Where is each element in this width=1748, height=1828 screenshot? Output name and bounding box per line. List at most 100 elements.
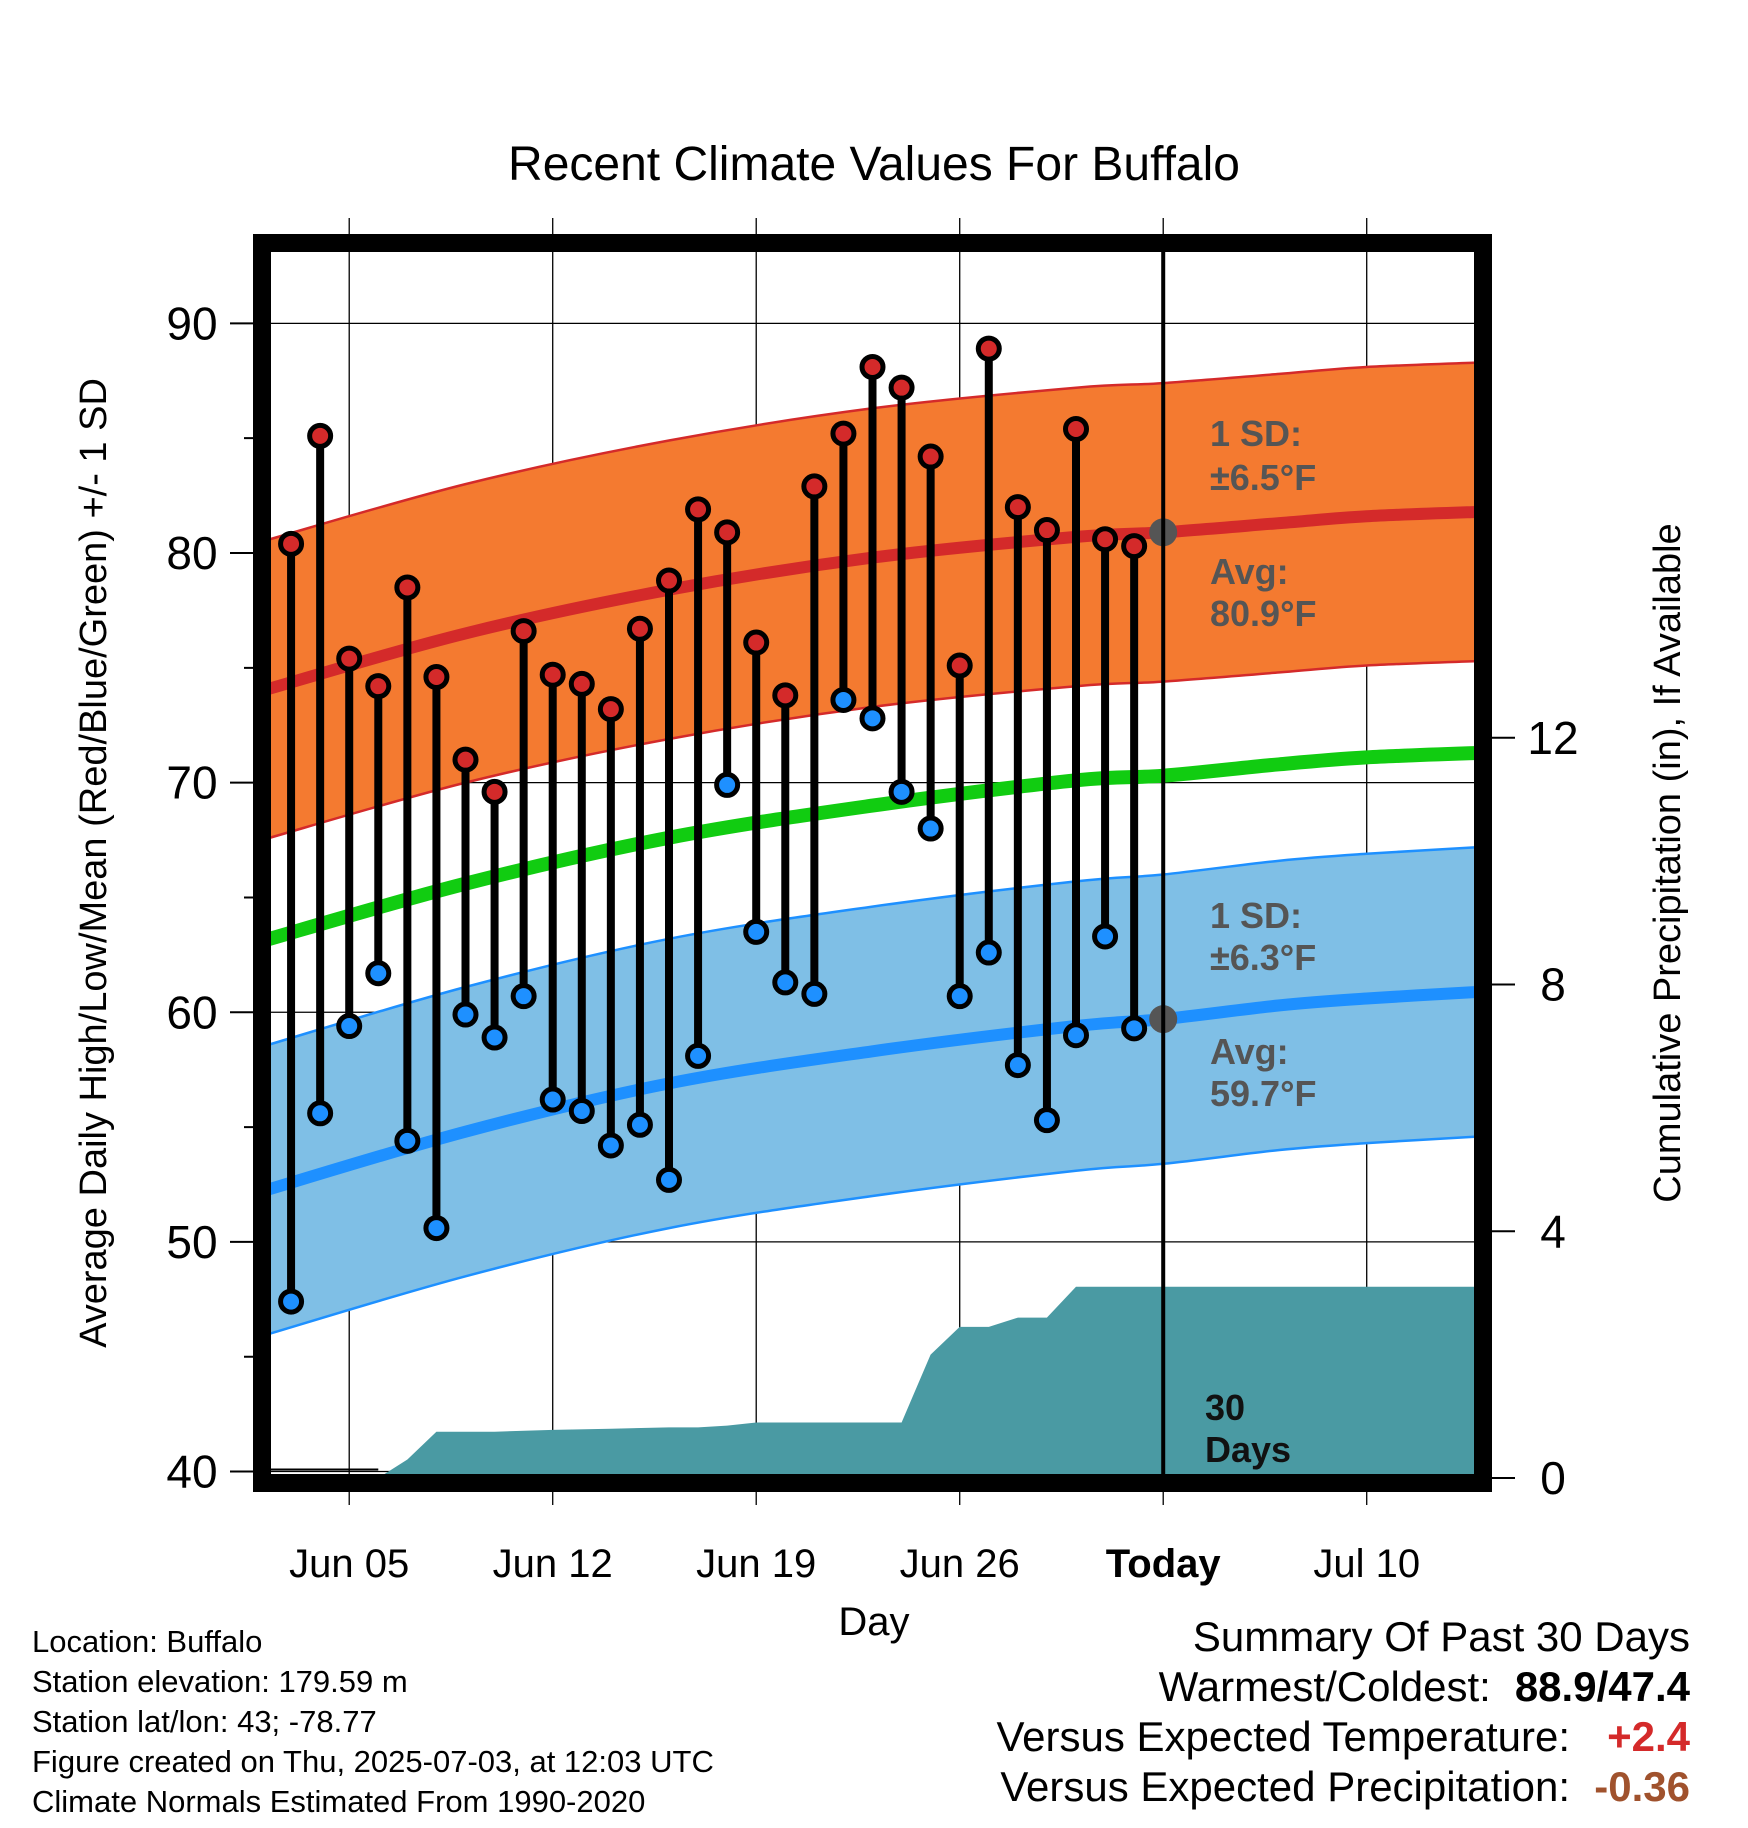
daily-low-point: [772, 969, 799, 996]
daily-low-point: [452, 1001, 479, 1028]
low-sd-band: [262, 846, 1483, 1336]
y-tick-label: 50: [166, 1216, 217, 1268]
precip-departure-label: Versus Expected Precipitation:: [1000, 1763, 1570, 1810]
daily-low-point: [539, 1086, 566, 1113]
daily-low-point: [859, 705, 886, 732]
daily-low-point: [1092, 923, 1119, 950]
temp-departure-value: +2.4: [1607, 1713, 1690, 1760]
low-band-upper-edge: [261, 845, 1484, 1048]
y2-tick-label: 0: [1540, 1452, 1566, 1504]
daily-high-point: [801, 473, 828, 500]
daily-high-point: [481, 778, 508, 805]
x-tick-label: Jun 05: [289, 1542, 409, 1586]
daily-high-point: [1033, 517, 1060, 544]
summary-panel: Summary Of Past 30 Days Warmest/Coldest:…: [996, 1612, 1690, 1812]
y-axis-label: Average Daily High/Low/Mean (Red/Blue/Gr…: [73, 378, 115, 1348]
high-sd-value: ±6.5°F: [1210, 457, 1316, 498]
precip-cumulative-area: [262, 1286, 1483, 1478]
location-text: Location: Buffalo: [32, 1624, 263, 1659]
daily-high-point: [626, 615, 653, 642]
latlon-text: Station lat/lon: 43; -78.77: [32, 1704, 377, 1739]
normal-low-line: [260, 985, 1484, 1198]
x-axis-label: Day: [838, 1600, 909, 1644]
daily-low-point: [1121, 1015, 1148, 1042]
daily-observations: [278, 335, 1178, 1315]
daily-high-point: [365, 673, 392, 700]
warmest-coldest-value: 88.9/47.4: [1514, 1663, 1690, 1710]
daily-low-point: [830, 686, 857, 713]
daily-low-point: [568, 1098, 595, 1124]
daily-low-point: [365, 960, 392, 987]
daily-high-point: [539, 661, 566, 688]
daily-high-point: [656, 567, 682, 594]
daily-low-point: [685, 1042, 712, 1069]
daily-high-point: [772, 682, 799, 709]
daily-high-point: [1121, 533, 1148, 560]
daily-high-point: [946, 652, 973, 679]
station-info: Location: Buffalo Station elevation: 179…: [32, 1622, 714, 1822]
y2-tick-label: 12: [1527, 712, 1578, 764]
normal-mean-line: [260, 745, 1484, 948]
daily-high-point: [336, 645, 363, 672]
daily-high-point: [917, 443, 944, 470]
y-tick-label: 40: [166, 1446, 217, 1498]
daily-high-point: [1004, 494, 1031, 521]
summary-title: Summary Of Past 30 Days: [1192, 1613, 1690, 1660]
x-tick-label: Jun 26: [900, 1542, 1020, 1586]
daily-low-point: [336, 1013, 363, 1040]
plot-frame: [253, 234, 1492, 1492]
y-tick-label: 60: [166, 986, 217, 1038]
precip-departure-value: -0.36: [1594, 1763, 1690, 1810]
created-text: Figure created on Thu, 2025-07-03, at 12…: [32, 1744, 714, 1779]
axes: [230, 234, 1515, 1492]
daily-low-point: [743, 918, 770, 945]
x-tick-label: Jun 12: [493, 1542, 613, 1586]
daily-high-point: [510, 618, 537, 645]
daily-high-point: [568, 670, 595, 697]
y-tick-label: 90: [166, 297, 217, 349]
temp-departure-row: Versus Expected Temperature: +2.4: [996, 1712, 1690, 1762]
daily-high-point: [278, 530, 305, 557]
daily-low-point: [423, 1215, 450, 1242]
daily-low-point: [597, 1132, 624, 1159]
period-unit: Days: [1205, 1429, 1291, 1470]
precipitation-area: [262, 1286, 1483, 1478]
x-tick-label: Today: [1106, 1542, 1222, 1586]
y2-axis-label: Cumulative Precipitation (in), If Availa…: [1647, 523, 1689, 1202]
daily-low-point: [1063, 1022, 1089, 1049]
daily-low-point: [656, 1166, 682, 1193]
low-avg-label: Avg:: [1210, 1031, 1289, 1072]
daily-low-point: [394, 1127, 421, 1154]
high-avg-label: Avg:: [1210, 551, 1289, 592]
period-number: 30: [1205, 1387, 1245, 1428]
warmest-coldest-row: Warmest/Coldest: 88.9/47.4: [996, 1662, 1690, 1712]
low-avg-value: 59.7°F: [1210, 1073, 1316, 1114]
y-tick-label: 80: [166, 527, 217, 579]
low-band-lower-edge: [261, 1135, 1484, 1338]
precip-departure-row: Versus Expected Precipitation: -0.36: [996, 1762, 1690, 1812]
y-tick-label: 70: [166, 757, 217, 809]
daily-low-point: [278, 1288, 305, 1315]
daily-high-point: [394, 574, 421, 601]
normal-high-line: [260, 505, 1484, 697]
warmest-coldest-label: Warmest/Coldest:: [1158, 1663, 1491, 1710]
daily-high-point: [975, 335, 1002, 362]
high-band-upper-edge: [261, 361, 1484, 543]
chart-title: Recent Climate Values For Buffalo: [508, 138, 1240, 191]
daily-high-point: [597, 696, 624, 723]
daily-high-point: [743, 629, 770, 656]
daily-low-point: [917, 815, 944, 842]
high-band-lower-edge: [261, 659, 1484, 842]
low-sd-label: 1 SD:: [1210, 895, 1302, 936]
daily-low-point: [307, 1100, 334, 1127]
daily-low-point: [481, 1024, 508, 1051]
daily-low-point: [510, 983, 537, 1010]
high-sd-label: 1 SD:: [1210, 413, 1302, 454]
y2-tick-label: 8: [1540, 959, 1566, 1011]
daily-low-point: [801, 980, 828, 1007]
daily-high-point: [859, 354, 886, 380]
daily-low-point: [626, 1111, 653, 1138]
x-tick-label: Jun 19: [696, 1542, 816, 1586]
daily-high-point: [1063, 416, 1089, 442]
